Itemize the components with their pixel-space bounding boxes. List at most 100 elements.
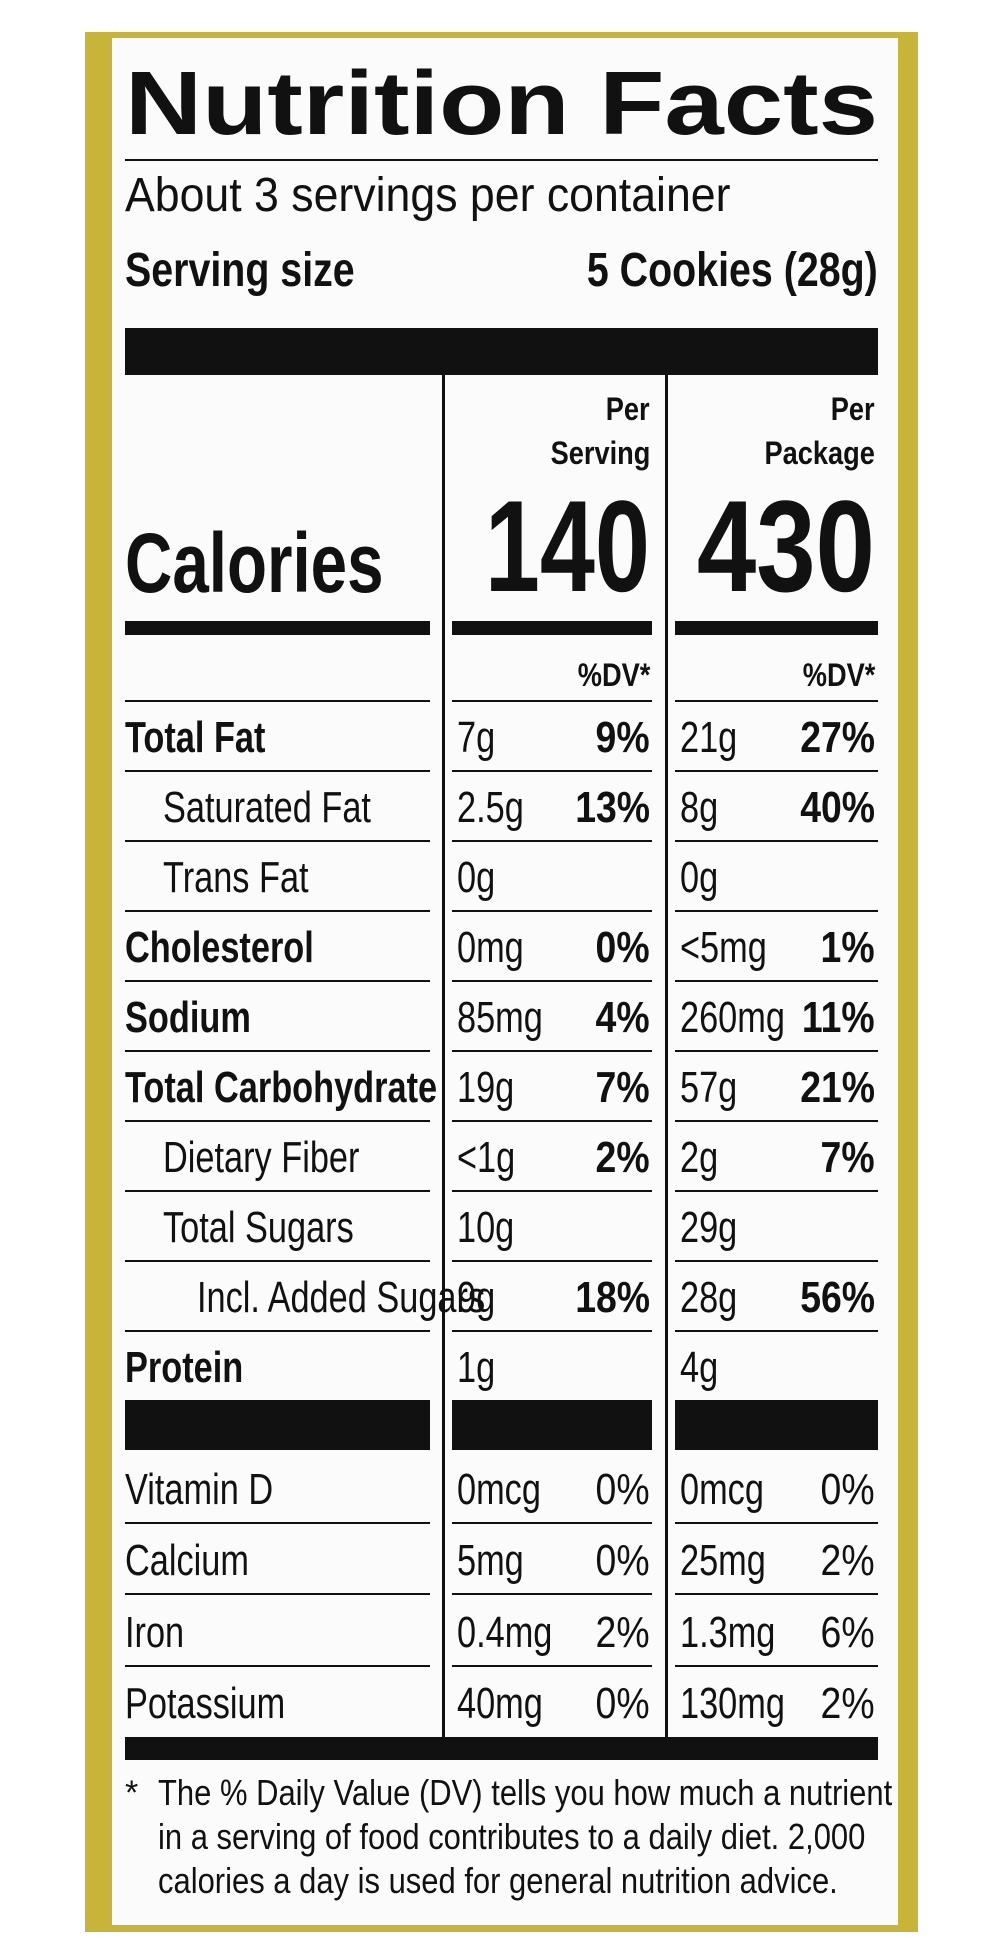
row-rule	[675, 1593, 878, 1595]
thick-bar	[125, 1737, 878, 1760]
amount: 2g	[680, 1133, 719, 1183]
row-rule	[675, 1521, 878, 1524]
amount: 1g	[457, 1343, 496, 1393]
amount: 4g	[680, 1343, 719, 1393]
row-rule	[675, 1664, 878, 1667]
nutrient-name: Iron	[125, 1607, 185, 1657]
column-divider	[442, 375, 445, 1737]
daily-value: 40%	[800, 783, 875, 833]
nutrient-name: Incl. Added Sugars	[197, 1273, 486, 1323]
daily-value: 7%	[595, 1063, 650, 1113]
serving-size-value: 5 Cookies (28g)	[587, 243, 878, 297]
amount: 40mg	[457, 1679, 543, 1729]
footnote-line: calories a day is used for general nutri…	[158, 1859, 838, 1901]
calories-bar	[675, 621, 878, 635]
amount: 29g	[680, 1203, 738, 1253]
amount: 130mg	[680, 1679, 785, 1729]
row-rule	[125, 1190, 430, 1192]
column-divider	[665, 375, 668, 1737]
row-rule	[675, 770, 878, 772]
nutrient-name: Trans Fat	[163, 853, 309, 903]
row-rule	[452, 1664, 652, 1667]
row-rule	[452, 1260, 652, 1262]
daily-value: 0%	[595, 923, 650, 973]
row-rule	[452, 840, 652, 842]
footnote-mark: *	[125, 1774, 139, 1813]
row-rule	[452, 700, 652, 702]
row-rule	[125, 1521, 430, 1524]
amount: 25mg	[680, 1536, 766, 1586]
thick-bar	[125, 328, 878, 375]
column-header: Package	[764, 435, 875, 472]
daily-value: 2%	[595, 1133, 650, 1183]
calories-label: Calories	[125, 516, 384, 611]
column-header: Per	[831, 391, 875, 428]
row-rule	[452, 1120, 652, 1122]
column-header: Per	[606, 391, 650, 428]
nutrient-name: Total Carbohydrate	[125, 1063, 438, 1113]
amount: 1.3mg	[680, 1607, 776, 1657]
daily-value: 2%	[595, 1607, 650, 1657]
footnote-line: The % Daily Value (DV) tells you how muc…	[158, 1771, 893, 1813]
nutrient-name: Vitamin D	[125, 1464, 274, 1514]
row-rule	[675, 1050, 878, 1052]
daily-value: 4%	[595, 993, 650, 1043]
row-rule	[125, 770, 430, 772]
daily-value: 13%	[575, 783, 650, 833]
amount: 9g	[457, 1273, 496, 1323]
amount: 85mg	[457, 993, 543, 1043]
row-rule	[125, 1593, 430, 1595]
amount: 260mg	[680, 993, 785, 1043]
amount: 5mg	[457, 1536, 524, 1586]
amount: <1g	[457, 1133, 516, 1183]
nutrient-name: Saturated Fat	[163, 783, 371, 833]
row-rule	[452, 1521, 652, 1524]
nutrient-name: Total Fat	[125, 713, 266, 763]
amount: 21g	[680, 713, 738, 763]
calories-bar	[125, 621, 430, 635]
calories-value: 430	[697, 473, 875, 619]
amount: <5mg	[680, 923, 767, 973]
row-rule	[675, 1330, 878, 1332]
row-rule	[452, 980, 652, 982]
nutrient-name: Sodium	[125, 993, 251, 1043]
nutrient-name: Cholesterol	[125, 923, 314, 973]
daily-value: 27%	[800, 713, 875, 763]
nutrient-name: Dietary Fiber	[163, 1133, 360, 1183]
row-rule	[125, 1664, 430, 1667]
daily-value: 7%	[820, 1133, 875, 1183]
amount: 0mg	[457, 923, 524, 973]
row-rule	[125, 1330, 430, 1332]
row-rule	[125, 1120, 430, 1122]
amount: 8g	[680, 783, 719, 833]
amount: 28g	[680, 1273, 738, 1323]
row-rule	[125, 980, 430, 982]
nutrient-name: Potassium	[125, 1679, 286, 1729]
nutrient-name: Calcium	[125, 1536, 249, 1586]
title-rule	[125, 159, 878, 161]
daily-value: 0%	[595, 1679, 650, 1729]
row-rule	[452, 1593, 652, 1595]
amount: 0.4mg	[457, 1607, 553, 1657]
amount: 0mcg	[457, 1464, 541, 1514]
thick-bar	[125, 1400, 430, 1450]
calories-value: 140	[485, 473, 650, 619]
amount: 0mcg	[680, 1464, 764, 1514]
dv-header: %DV*	[577, 657, 650, 694]
daily-value: 0%	[595, 1464, 650, 1514]
amount: 19g	[457, 1063, 515, 1113]
serving-size-label: Serving size	[125, 243, 355, 297]
amount: 10g	[457, 1203, 515, 1253]
daily-value: 2%	[820, 1679, 875, 1729]
daily-value: 2%	[820, 1536, 875, 1586]
daily-value: 0%	[595, 1536, 650, 1586]
daily-value: 1%	[820, 923, 875, 973]
daily-value: 11%	[802, 993, 875, 1043]
daily-value: 56%	[800, 1273, 875, 1323]
row-rule	[675, 1260, 878, 1262]
servings-per-container: About 3 servings per container	[125, 168, 731, 222]
dv-header: %DV*	[802, 657, 875, 694]
row-rule	[125, 1260, 430, 1262]
thick-bar	[452, 1400, 652, 1450]
daily-value: 21%	[800, 1063, 875, 1113]
